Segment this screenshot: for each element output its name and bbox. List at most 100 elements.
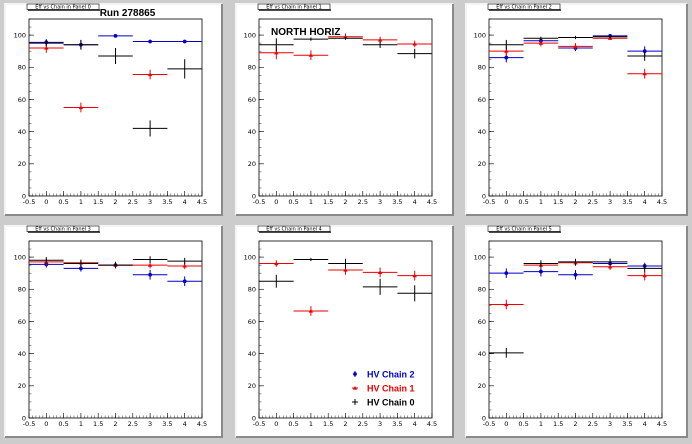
- y-tick-label: 40: [478, 128, 486, 136]
- data-point: [293, 37, 329, 41]
- x-tick-label: 4: [643, 198, 647, 206]
- y-axis: 0 20 40 60 80 100: [474, 18, 494, 200]
- y-axis: 0 20 40 60 80 100: [244, 240, 264, 422]
- x-tick-label: 3.5: [622, 420, 632, 428]
- pad-title: Eff vs Chain in Panel 4: [266, 227, 322, 233]
- y-tick-label: 0: [482, 192, 486, 200]
- data-point: [523, 260, 559, 267]
- data-point: [167, 59, 202, 79]
- x-tick-label: 3: [148, 198, 152, 206]
- panel-annotation: NORTH HORIZ: [271, 27, 340, 38]
- x-tick-label: 4: [183, 198, 187, 206]
- pad-background: [236, 4, 453, 215]
- pad-title-box: Eff vs Chain in Panel 1: [257, 3, 331, 11]
- x-tick-label: -0.5: [253, 198, 266, 206]
- x-tick-label: 3: [378, 198, 382, 206]
- point-marker: [343, 267, 348, 272]
- pad-title: Eff vs Chain in Panel 0: [35, 5, 91, 11]
- legend-entry: HV Chain 2: [353, 369, 415, 379]
- pad-background: [466, 4, 687, 215]
- y-tick-label: 20: [248, 160, 256, 168]
- x-tick-label: -0.5: [253, 420, 266, 428]
- data-point: [259, 260, 294, 267]
- y-tick-label: 80: [248, 64, 256, 72]
- data-point: [132, 39, 168, 44]
- legend-marker: [353, 372, 357, 376]
- data-point: [259, 274, 294, 288]
- pad-bevel-dark: [236, 226, 454, 438]
- x-tick-label: 3: [378, 420, 382, 428]
- x-tick-label: 2: [113, 420, 117, 428]
- y-tick-label: 20: [18, 160, 26, 168]
- pad-title-shadow: [259, 231, 331, 233]
- pad-bevel-dark: [5, 226, 223, 438]
- point-marker: [573, 272, 578, 277]
- data-point: [592, 35, 628, 39]
- pad-title-box: Eff vs Chain in Panel 2: [487, 3, 561, 11]
- x-tick-label: 0.5: [58, 198, 68, 206]
- pad-background: [5, 226, 222, 437]
- pad-title: Eff vs Chain in Panel 2: [496, 5, 552, 11]
- y-axis: 0 20 40 60 80 100: [14, 240, 34, 422]
- y-tick-label: 0: [252, 414, 256, 422]
- x-tick-label: -0.5: [483, 420, 496, 428]
- y-tick-label: 100: [244, 31, 256, 39]
- x-tick-label: 3.5: [622, 198, 632, 206]
- legend-marker: [352, 386, 358, 390]
- x-tick-label: 1.5: [93, 420, 103, 428]
- data-point: [627, 51, 662, 61]
- point-marker: [78, 105, 84, 110]
- data-point: [63, 102, 99, 113]
- point-marker: [147, 263, 153, 267]
- point-marker: [642, 71, 647, 76]
- y-tick-label: 80: [18, 286, 26, 294]
- point-marker: [504, 271, 509, 276]
- x-tick-label: 3: [608, 420, 612, 428]
- plot-panel-1: Eff vs Chain in Panel 1-0.5 0 0.5 1 1.5 2 2.5 3…: [235, 3, 454, 216]
- x-tick-label: 1: [539, 420, 543, 428]
- x-axis: -0.5 0 0.5 1 1.5 2 2.5 3 3.5 4 4.5: [483, 191, 667, 206]
- x-tick-label: 4: [413, 420, 417, 428]
- y-tick-label: 80: [248, 286, 256, 294]
- data-point: [293, 257, 329, 262]
- point-marker: [538, 41, 544, 45]
- y-tick-label: 40: [18, 128, 26, 136]
- y-tick-label: 80: [478, 286, 486, 294]
- data-point: [489, 39, 524, 50]
- data-point: [132, 261, 168, 269]
- x-tick-label: 2: [343, 198, 347, 206]
- data-point: [397, 40, 432, 48]
- legend-entry: HV Chain 0: [352, 397, 415, 407]
- point-marker: [377, 37, 383, 42]
- point-marker: [274, 261, 279, 266]
- pad-title: Eff vs Chain in Panel 1: [266, 5, 322, 11]
- x-tick-label: 1: [309, 198, 313, 206]
- point-marker: [412, 273, 417, 278]
- data-point: [63, 39, 99, 50]
- pad-title: Eff vs Chain in Panel 3: [35, 227, 91, 233]
- point-marker: [44, 45, 49, 50]
- point-marker: [642, 49, 647, 54]
- y-tick-label: 60: [478, 318, 486, 326]
- point-marker: [377, 270, 383, 274]
- legend-label: HV Chain 1: [367, 383, 415, 393]
- x-tick-label: 1.5: [323, 198, 333, 206]
- point-marker: [308, 308, 314, 313]
- series-red: [29, 43, 168, 113]
- series-black: [29, 256, 202, 269]
- y-tick-label: 20: [478, 160, 486, 168]
- pad-title-box: Eff vs Chain in Panel 0: [26, 3, 100, 11]
- x-tick-label: 0: [504, 198, 508, 206]
- data-point: [558, 269, 593, 280]
- x-tick-label: 4: [183, 420, 187, 428]
- y-tick-label: 60: [478, 96, 486, 104]
- x-tick-label: 2: [343, 420, 347, 428]
- y-tick-label: 0: [252, 192, 256, 200]
- series-red: [259, 260, 432, 316]
- x-tick-label: 1: [79, 420, 83, 428]
- point-marker: [607, 264, 613, 269]
- data-point: [167, 276, 202, 287]
- x-tick-label: 0.5: [288, 198, 298, 206]
- y-tick-label: 0: [482, 414, 486, 422]
